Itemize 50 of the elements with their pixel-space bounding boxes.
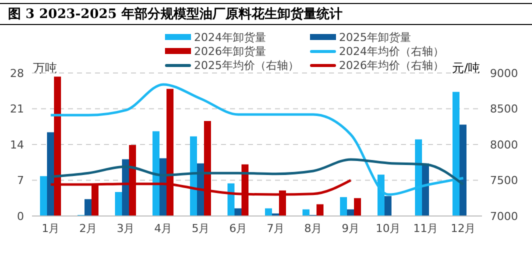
x-tick-label: 3月 [116,222,135,235]
x-tick-label: 6月 [229,222,248,235]
bar [84,199,92,216]
bar [347,209,354,216]
bar [265,208,272,216]
bar [115,192,122,216]
y2-tick-label: 8500 [490,102,518,116]
x-tick-label: 12月 [450,222,476,235]
bar [384,196,392,216]
bar [228,183,234,216]
bar [122,159,129,216]
x-tick-label: 4月 [154,222,172,235]
bar [190,136,197,216]
legend-label: 2026年均价（右轴） [339,58,444,72]
x-tick-label: 1月 [42,222,60,235]
y2-tick-label: 8000 [490,138,518,152]
x-tick-label: 8月 [304,222,322,235]
bar [316,204,324,216]
bar [47,132,54,216]
legend-label: 2025年均价（右轴） [193,58,300,72]
y2-tick-label: 7500 [490,174,518,188]
y-tick-label: 0 [17,210,24,223]
y2-tick-label: 9000 [490,66,518,80]
legend-label: 2024年卸货量 [193,30,267,44]
line-series [50,158,464,186]
bar [354,198,361,216]
bar [460,124,466,216]
y-tick-label: 28 [10,66,24,80]
bar [234,208,242,216]
bar [160,158,166,216]
bar [152,131,160,216]
y2-axis-title: 元/吨 [452,60,480,77]
y2-tick-label: 7000 [490,210,518,223]
y-tick-label: 21 [10,102,24,116]
bar [302,209,310,216]
y-tick-label: 14 [10,138,24,152]
legend-label: 2026年卸货量 [193,44,267,58]
bar [422,163,429,216]
chart-title: 图 3 2023-2025 年部分规模型油厂原料花生卸货量统计 [0,3,532,25]
x-tick-label: 5月 [192,222,210,235]
x-tick-label: 10月 [376,222,401,235]
x-tick-label: 7月 [266,222,285,235]
legend-label: 2024年均价（右轴） [338,44,445,58]
bar [40,176,47,216]
legend-label: 2025年卸货量 [338,30,412,44]
x-tick-label: 2月 [79,222,98,235]
y-tick-label: 7 [17,174,24,188]
bar [340,197,347,216]
x-tick-label: 11月 [413,222,438,235]
x-tick-label: 9月 [342,222,360,235]
